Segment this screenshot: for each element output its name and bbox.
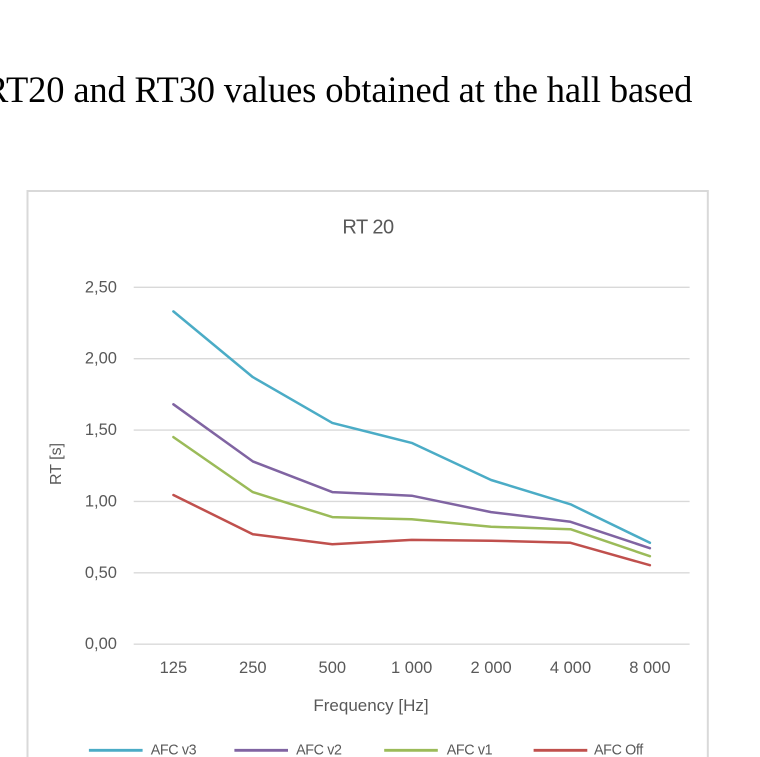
svg-text:RT 20: RT 20	[342, 216, 394, 238]
svg-text:4 000: 4 000	[550, 659, 591, 677]
svg-text:0,00: 0,00	[85, 635, 117, 653]
svg-text:125: 125	[160, 659, 188, 677]
svg-text:1,50: 1,50	[85, 421, 117, 439]
svg-text:500: 500	[319, 659, 347, 677]
svg-text:1,00: 1,00	[85, 492, 117, 510]
svg-text:AFC v2: AFC v2	[296, 743, 342, 757]
svg-text:AFC v1: AFC v1	[447, 743, 493, 757]
svg-text:2 000: 2 000	[470, 659, 511, 677]
svg-text:AFC v3: AFC v3	[151, 743, 197, 757]
svg-text:2,00: 2,00	[85, 350, 117, 368]
svg-text:250: 250	[239, 659, 267, 677]
svg-text:AFC Off: AFC Off	[594, 743, 643, 757]
svg-text:2,50: 2,50	[85, 278, 117, 296]
svg-text:8 000: 8 000	[629, 659, 670, 677]
svg-text:RT [s]: RT [s]	[48, 443, 65, 485]
svg-text:1 000: 1 000	[391, 659, 432, 677]
svg-text:Frequency [Hz]: Frequency [Hz]	[313, 696, 428, 715]
svg-text:0,50: 0,50	[85, 564, 117, 582]
